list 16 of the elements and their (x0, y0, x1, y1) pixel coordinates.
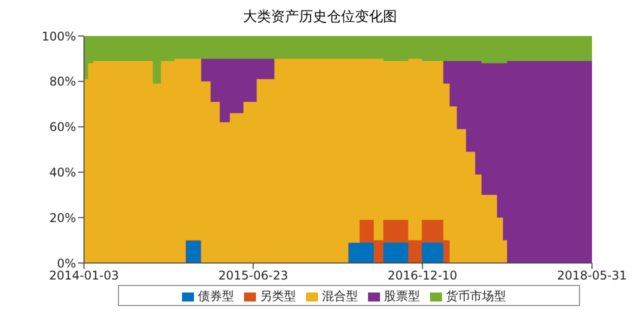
x-tick-label: 2015-06-23 (218, 268, 288, 283)
legend-label: 债券型 (198, 289, 234, 303)
legend-label: 另类型 (260, 289, 296, 303)
y-tick-label: 40% (49, 165, 76, 180)
x-tick-label: 2014-01-03 (49, 268, 119, 283)
y-tick-label: 60% (49, 120, 76, 134)
y-tick-label: 80% (49, 74, 76, 89)
x-tick-label: 2018-05-31 (557, 268, 627, 283)
x-tick-label: 2016-12-10 (388, 268, 458, 283)
y-tick-label: 100% (42, 29, 76, 44)
chart-title: 大类资产历史仓位变化图 (242, 8, 398, 26)
legend-label: 混合型 (322, 289, 358, 303)
legend-label: 股票型 (384, 289, 420, 303)
legend-label: 货币市场型 (446, 289, 506, 303)
y-tick-label: 0% (56, 256, 76, 270)
y-tick-label: 20% (49, 210, 76, 225)
